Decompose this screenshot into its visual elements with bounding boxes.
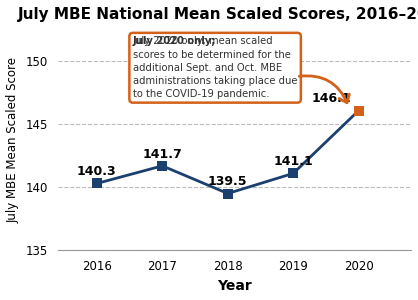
Text: 140.3: 140.3 [77,165,117,178]
Y-axis label: July MBE Mean Scaled Score: July MBE Mean Scaled Score [7,57,20,223]
FancyArrowPatch shape [299,76,349,103]
Text: 141.7: 141.7 [143,148,182,161]
Text: 139.5: 139.5 [208,176,247,188]
Text: July 2020 only; mean scaled
scores to be determined for the
additional Sept. and: July 2020 only; mean scaled scores to be… [133,36,297,99]
Text: 146.1: 146.1 [311,92,351,106]
Text: July 2020 only;: July 2020 only; [133,36,216,46]
Text: 141.1: 141.1 [273,155,313,168]
X-axis label: Year: Year [217,279,252,293]
Title: July MBE National Mean Scaled Scores, 2016–2020: July MBE National Mean Scaled Scores, 20… [18,7,418,22]
